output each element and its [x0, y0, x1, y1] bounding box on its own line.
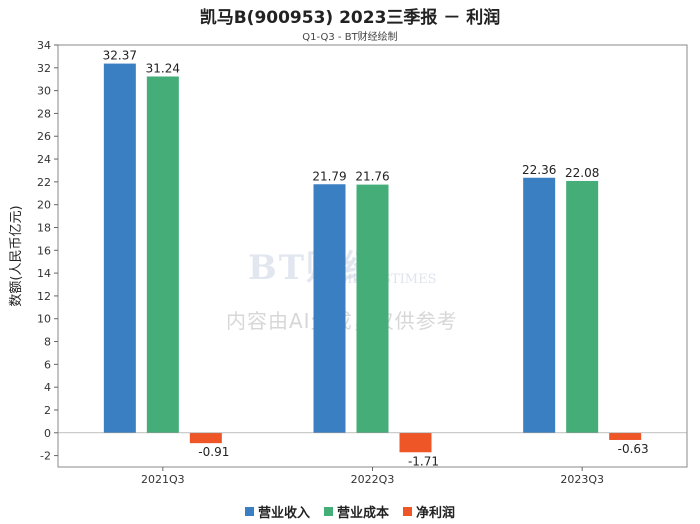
- chart-title: 凯马B(900953) 2023三季报 － 利润: [199, 8, 501, 28]
- y-tick-label: 14: [37, 267, 51, 280]
- data-label: -0.63: [618, 442, 649, 456]
- y-tick-label: -2: [40, 450, 51, 463]
- y-tick-label: 32: [37, 62, 51, 75]
- legend-label: 营业收入: [257, 506, 310, 521]
- data-label: 31.24: [146, 61, 180, 75]
- data-label: 21.76: [355, 170, 389, 184]
- data-label: 21.79: [312, 169, 346, 183]
- y-axis-label: 数额(人民币亿元): [9, 205, 24, 306]
- y-tick-label: 4: [44, 381, 51, 394]
- y-tick-label: 20: [37, 199, 51, 212]
- legend-label: 净利润: [416, 506, 456, 521]
- y-tick-label: 28: [37, 107, 51, 120]
- bar: [146, 76, 179, 433]
- data-label: 22.36: [522, 163, 556, 177]
- legend-swatch: [323, 507, 333, 516]
- bar: [103, 63, 136, 433]
- y-tick-label: 2: [44, 404, 51, 417]
- y-tick-label: 10: [37, 313, 51, 326]
- y-tick-label: 22: [37, 176, 51, 189]
- bar: [399, 432, 432, 453]
- legend-swatch: [244, 507, 254, 516]
- y-tick-label: 6: [44, 358, 51, 371]
- legend-label: 营业成本: [336, 506, 389, 521]
- data-label: 22.08: [565, 166, 599, 180]
- legend-swatch: [403, 507, 412, 516]
- y-tick-label: 24: [37, 153, 51, 166]
- y-tick-label: 18: [37, 221, 51, 234]
- y-tick-label: 30: [37, 85, 51, 98]
- y-tick-label: 16: [37, 244, 51, 257]
- watermark-logo: BT财经: [248, 248, 379, 288]
- y-tick-label: 8: [44, 336, 51, 349]
- bar: [566, 180, 599, 433]
- y-tick-label: 12: [37, 290, 51, 303]
- bar: [313, 184, 346, 433]
- legend-item: 营业成本: [323, 502, 389, 521]
- bar: [609, 432, 642, 440]
- bar: [356, 184, 389, 433]
- chart-subtitle: Q1-Q3 - BT财经绘制: [302, 32, 398, 43]
- bar: [189, 432, 222, 444]
- y-tick-label: 0: [44, 427, 51, 440]
- y-tick-label: 34: [37, 39, 51, 52]
- bar: [523, 177, 556, 433]
- legend-item: 营业收入: [244, 502, 310, 521]
- data-label: 32.37: [103, 49, 137, 63]
- legend-item: 净利润: [403, 502, 455, 521]
- x-tick-label: 2022Q3: [351, 473, 395, 486]
- x-tick-label: 2023Q3: [560, 473, 604, 486]
- data-label: -0.91: [198, 445, 229, 459]
- x-tick-label: 2021Q3: [141, 473, 185, 486]
- data-label: -1.71: [408, 454, 439, 468]
- chart-legend: 营业收入 营业成本 净利润: [0, 502, 700, 521]
- y-tick-label: 26: [37, 130, 51, 143]
